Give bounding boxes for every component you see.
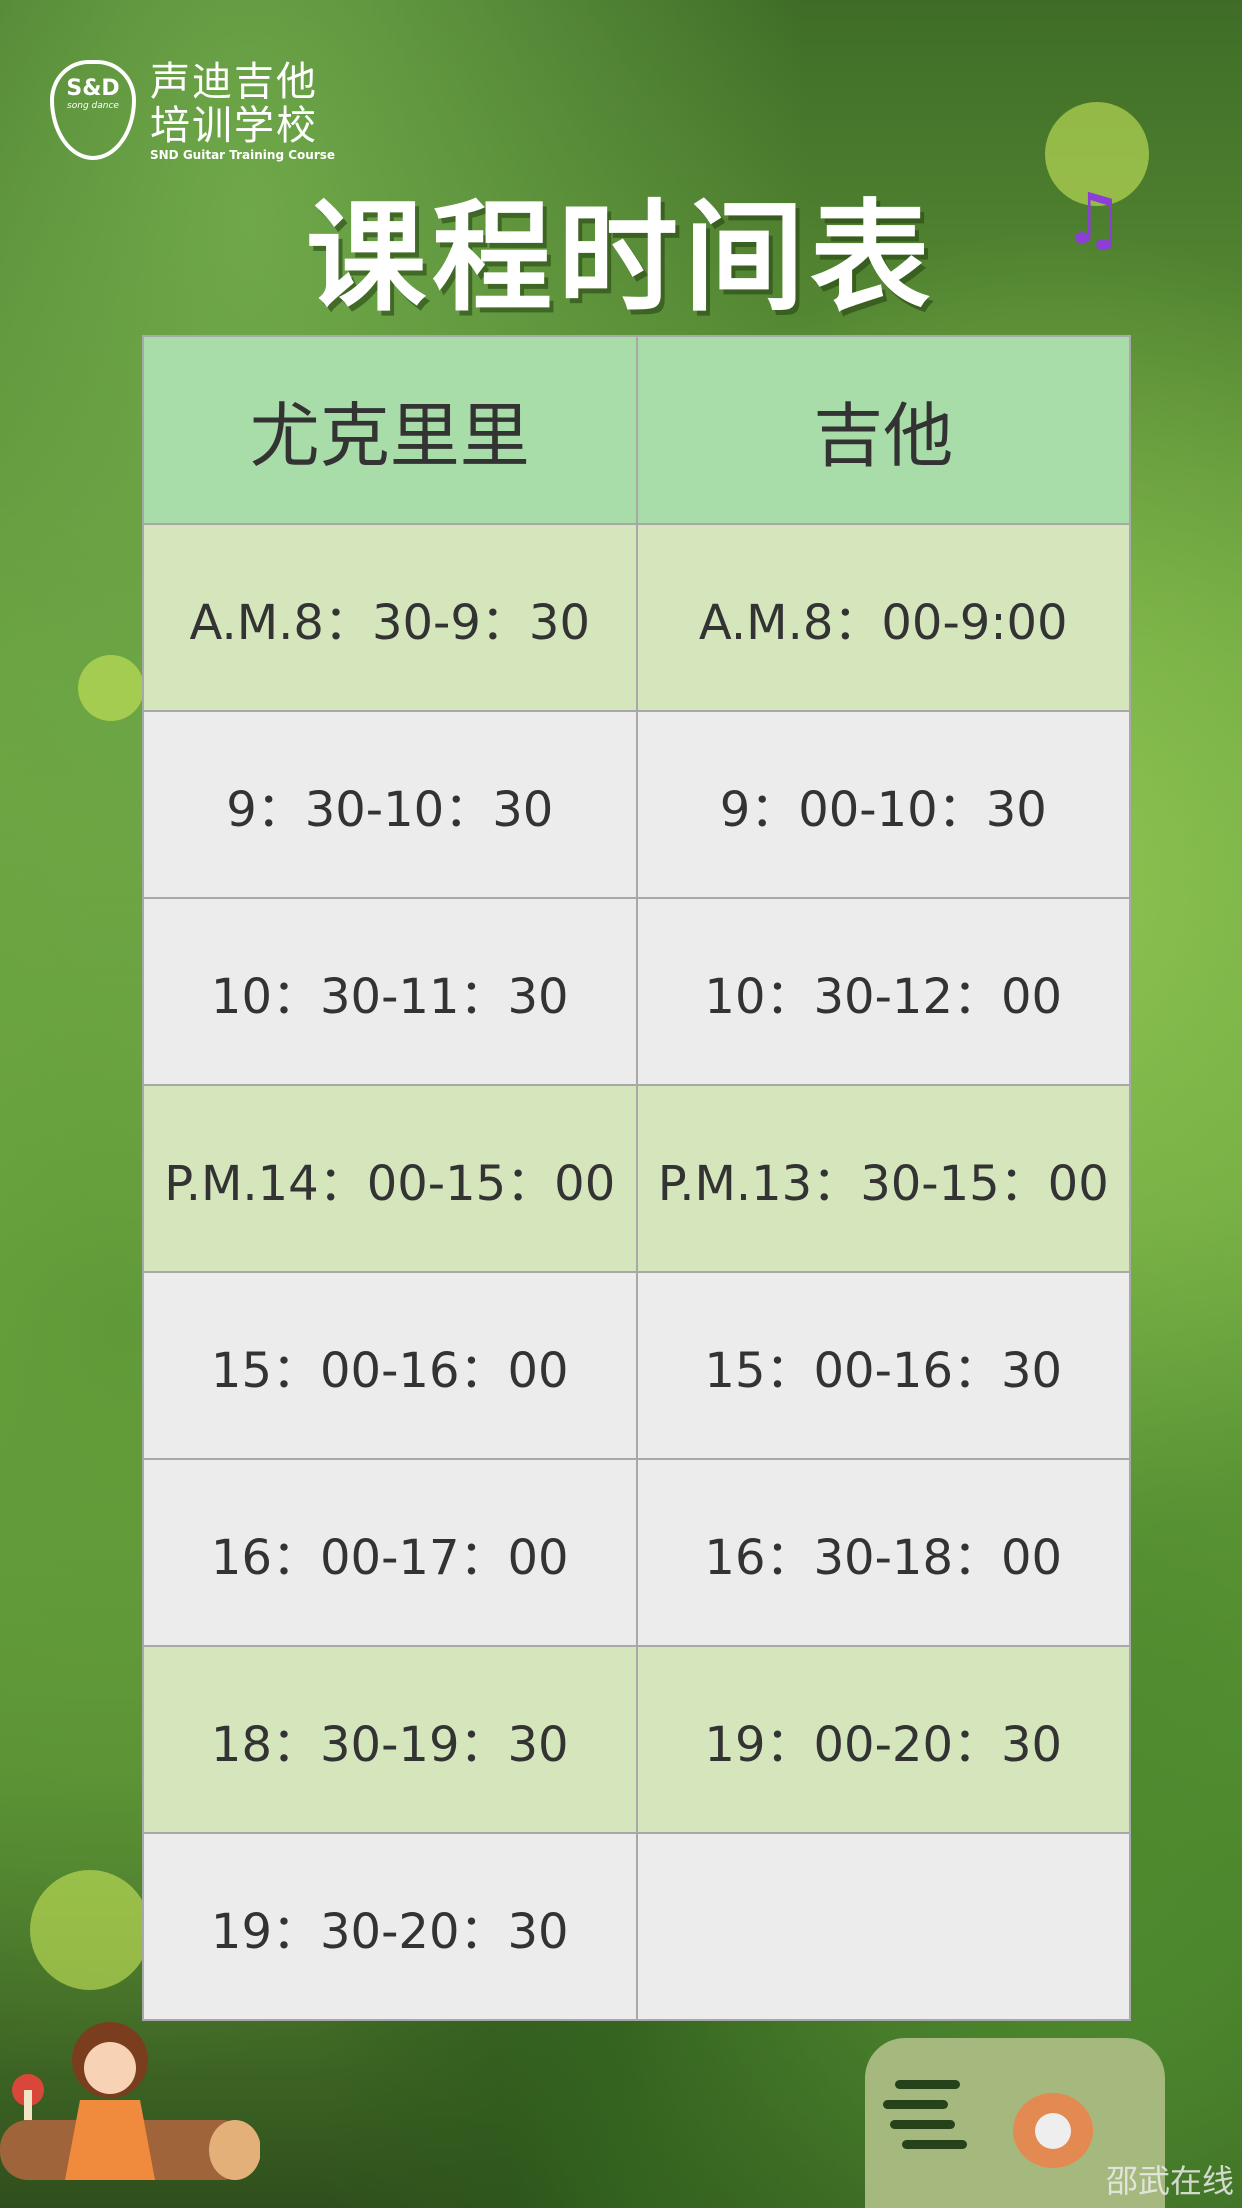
table-row: 15：00-16：00 15：00-16：30 xyxy=(142,1271,1131,1460)
table-header-row: 尤克里里 吉他 xyxy=(142,335,1131,525)
table-row: 19：30-20：30 xyxy=(142,1832,1131,2021)
retro-radio-illustration xyxy=(865,2038,1165,2208)
school-name-line1: 声迪吉他 xyxy=(150,59,318,105)
table-cell: 10：30-12：00 xyxy=(635,897,1131,1086)
table-row: P.M.14：00-15：00 P.M.13：30-15：00 xyxy=(142,1084,1131,1273)
table-cell: 16：30-18：00 xyxy=(635,1458,1131,1647)
table-cell: 15：00-16：30 xyxy=(635,1271,1131,1460)
table-cell: 9：30-10：30 xyxy=(142,710,638,899)
table-cell: A.M.8：00-9:00 xyxy=(635,523,1131,712)
decorative-bubble xyxy=(78,655,144,721)
decorative-bubble xyxy=(30,1870,150,1990)
decorative-bubble xyxy=(1045,102,1149,206)
table-cell: P.M.14：00-15：00 xyxy=(142,1084,638,1273)
table-row: 9：30-10：30 9：00-10：30 xyxy=(142,710,1131,899)
radio-dial-icon xyxy=(1013,2093,1093,2168)
music-note-icon: ♫ xyxy=(1062,178,1125,260)
table-cell: 9：00-10：30 xyxy=(635,710,1131,899)
watermark: 邵武在线 xyxy=(1105,2162,1234,2200)
table-row: 10：30-11：30 10：30-12：00 xyxy=(142,897,1131,1086)
table-cell: 19：30-20：30 xyxy=(142,1832,638,2021)
table-cell: P.M.13：30-15：00 xyxy=(635,1084,1131,1273)
table-cell: 10：30-11：30 xyxy=(142,897,638,1086)
header-guitar: 吉他 xyxy=(635,335,1131,525)
page-title: 课程时间表 xyxy=(306,189,936,328)
school-logo: S&D song dance 声迪吉他 培训学校 SND Guitar Trai… xyxy=(50,60,335,162)
school-name-en: SND Guitar Training Course xyxy=(150,148,336,162)
school-name-line2: 培训学校 xyxy=(150,103,318,149)
header-ukulele: 尤克里里 xyxy=(142,335,638,525)
table-cell: 15：00-16：00 xyxy=(142,1271,638,1460)
table-cell: 16：00-17：00 xyxy=(142,1458,638,1647)
table-row: 16：00-17：00 16：30-18：00 xyxy=(142,1458,1131,1647)
table-row: A.M.8：30-9：30 A.M.8：00-9:00 xyxy=(142,523,1131,712)
schedule-table: 尤克里里 吉他 A.M.8：30-9：30 A.M.8：00-9:00 9：30-… xyxy=(142,335,1131,2021)
table-cell: A.M.8：30-9：30 xyxy=(142,523,638,712)
girl-with-guitar-illustration xyxy=(0,2022,260,2180)
table-row: 18：30-19：30 19：00-20：30 xyxy=(142,1645,1131,1834)
table-cell: 19：00-20：30 xyxy=(635,1645,1131,1834)
table-cell: 18：30-19：30 xyxy=(142,1645,638,1834)
table-cell xyxy=(635,1832,1131,2021)
guitar-pick-icon: S&D song dance xyxy=(50,60,136,160)
